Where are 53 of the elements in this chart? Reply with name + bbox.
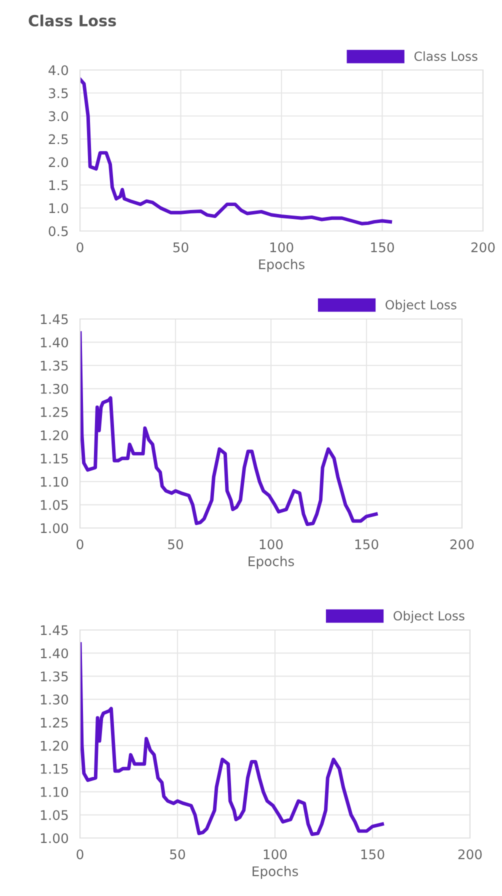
y-tick-label: 1.30 [40, 384, 68, 394]
x-tick-label: 100 [260, 539, 283, 550]
x-tick-label: 0 [76, 849, 84, 860]
y-tick-label: 1.25 [40, 718, 68, 728]
legend-label: Object Loss [394, 610, 464, 623]
x-axis-title: Epochs [248, 556, 294, 569]
y-tick-label: 1.40 [40, 337, 68, 348]
x-tick-label: 50 [173, 242, 188, 252]
y-tick-label: 1.20 [40, 740, 68, 751]
y-tick-label: 1.30 [40, 694, 68, 705]
legend-label: Class Loss [414, 51, 478, 61]
y-tick-label: 1.25 [40, 407, 68, 418]
y-tick-label: 3.0 [48, 111, 68, 122]
y-tick-label: 1.20 [40, 430, 68, 440]
y-tick-label: 1.15 [40, 764, 68, 774]
x-tick-label: 200 [471, 242, 495, 252]
y-tick-label: 4.0 [48, 65, 68, 76]
x-tick-label: 200 [458, 849, 482, 860]
y-tick-label: 1.10 [40, 787, 68, 797]
line-series [80, 331, 378, 526]
y-tick-label: 1.00 [40, 523, 68, 534]
x-tick-label: 0 [76, 242, 84, 252]
chart-title: Class Loss [28, 14, 116, 26]
y-tick-label: 1.0 [49, 203, 68, 214]
y-tick-label: 1.45 [40, 625, 68, 636]
y-tick-label: 1.00 [40, 833, 68, 844]
y-tick-label: 0.5 [48, 226, 68, 236]
y-tick-label: 1.05 [40, 500, 68, 510]
x-tick-label: 200 [450, 539, 474, 550]
x-tick-label: 50 [170, 849, 186, 860]
y-tick-label: 1.5 [49, 180, 68, 190]
y-tick-label: 1.35 [40, 671, 68, 682]
y-tick-label: 1.45 [40, 314, 68, 324]
line-series [80, 77, 392, 226]
y-tick-label: 2.5 [48, 134, 68, 144]
x-tick-label: 100 [264, 849, 287, 860]
y-tick-label: 2.0 [48, 157, 68, 168]
x-tick-label: 50 [168, 539, 184, 550]
x-axis-title: Epochs [259, 259, 304, 272]
x-tick-label: 150 [371, 242, 394, 252]
y-tick-label: 1.15 [40, 454, 68, 464]
x-tick-label: 0 [76, 539, 84, 550]
x-tick-label: 150 [361, 849, 384, 860]
line-series [80, 642, 384, 836]
legend-label: Object Loss [386, 300, 456, 312]
y-tick-label: 3.5 [48, 88, 68, 98]
y-tick-label: 1.35 [40, 360, 68, 371]
x-axis-title: Epochs [252, 866, 298, 879]
y-tick-label: 1.40 [40, 648, 68, 658]
y-tick-label: 1.05 [40, 810, 68, 820]
x-tick-label: 150 [355, 539, 378, 550]
x-tick-label: 100 [270, 242, 294, 252]
y-tick-label: 1.10 [40, 476, 68, 487]
